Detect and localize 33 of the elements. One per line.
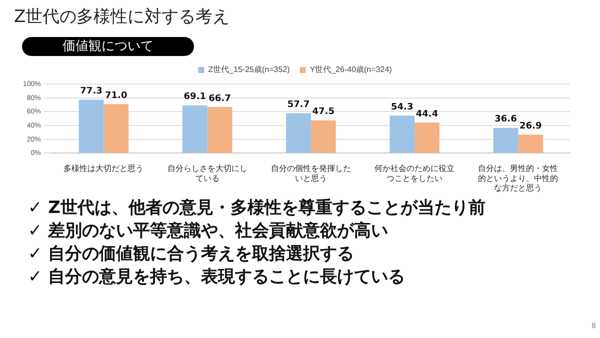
data-label: 57.7 xyxy=(287,100,310,110)
legend-label: Z世代_15-25歳(n=352) xyxy=(208,65,290,74)
bar xyxy=(414,122,440,153)
data-label: 54.3 xyxy=(391,102,414,112)
chart-title: Z世代の多様性に対する考え xyxy=(14,6,230,28)
data-label: 71.0 xyxy=(105,90,128,101)
bar xyxy=(104,104,129,153)
x-tick-label: 自分らしさを大切にしている xyxy=(167,164,248,183)
bar xyxy=(493,128,518,153)
chart-subtitle: 価値観について xyxy=(22,37,194,56)
x-tick-label: 自分の個性を発揮したいと思う xyxy=(270,164,351,183)
data-label: 36.6 xyxy=(494,114,517,125)
data-label: 44.4 xyxy=(416,109,438,120)
bar xyxy=(286,113,311,153)
text: ✓ Z世代は、他者の意見・多様性を尊重することが当たり前 xyxy=(28,197,486,220)
x-tick-label: 何か社会のために役立つことをしたい xyxy=(374,164,455,183)
data-label: 26.9 xyxy=(520,121,542,132)
x-tick-label: 自分は、男性的・女性的というより、中性的な方だと思う xyxy=(478,164,558,192)
text: ✓ 自分の意見を持ち、表現することに長けている xyxy=(28,266,406,289)
data-label: 47.5 xyxy=(312,107,334,118)
bar xyxy=(207,107,232,153)
data-label: 69.1 xyxy=(184,92,206,102)
legend-label: Y世代_26-40歳(n=324) xyxy=(310,65,392,74)
bar xyxy=(310,120,336,153)
text: ✓ 自分の価値観に合う考えを取捨選択する xyxy=(28,243,356,266)
bar xyxy=(78,100,104,153)
bar xyxy=(390,116,415,153)
bar xyxy=(182,105,208,153)
bar xyxy=(518,134,544,153)
data-label: 77.3 xyxy=(80,86,102,97)
text: ✓ 差別のない平等意識や、社会貢献意欲が高い xyxy=(28,220,390,243)
data-label: 66.7 xyxy=(208,94,231,104)
x-tick-label: 多様性は大切だと思う xyxy=(64,164,144,174)
